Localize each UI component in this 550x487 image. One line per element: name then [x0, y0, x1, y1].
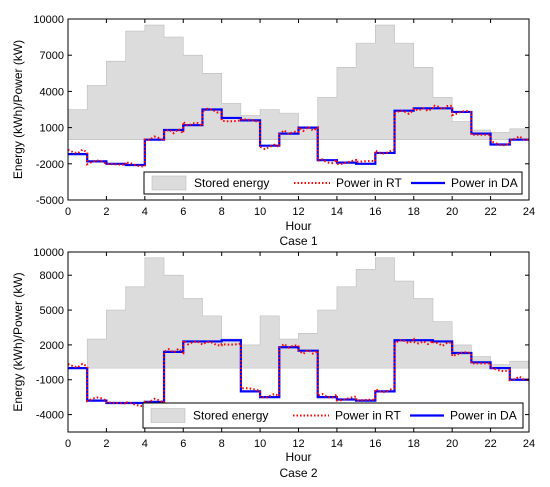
- x-tick-label: 6: [180, 438, 186, 450]
- legend: Stored energy Power in RT Power in DA: [143, 171, 523, 195]
- y-tick-label: -2000: [36, 159, 64, 171]
- legend-swatch-stored: [150, 408, 186, 423]
- stored-energy-area: [67, 24, 530, 140]
- y-tick-label: -4000: [36, 410, 64, 422]
- legend-box: [142, 402, 524, 429]
- y-tick-label: 2000: [40, 340, 64, 352]
- case-caption: Case 2: [279, 466, 317, 480]
- chart-panel-1: 0 2 4 6 8 10 12 14 16 18 20 22 24-5000-2000100040007…: [11, 14, 535, 248]
- case-caption: Case 1: [279, 234, 317, 248]
- y-tick-label: 4000: [40, 86, 64, 98]
- x-tick-label: 24: [523, 438, 535, 450]
- x-tick-label: 10: [254, 438, 266, 450]
- x-tick-label: 8: [219, 206, 225, 218]
- x-tick-label: 24: [523, 206, 535, 218]
- x-tick-label: 22: [484, 438, 496, 450]
- y-tick-label: 7000: [40, 50, 64, 62]
- legend-swatch-stored: [151, 175, 187, 191]
- power-rt-line: [67, 337, 530, 408]
- x-tick-label: 18: [408, 438, 420, 450]
- legend-label-stored: Stored energy: [193, 409, 268, 423]
- y-tick-label: 1000: [40, 123, 64, 135]
- y-tick-label: -1000: [36, 375, 64, 387]
- x-axis-label: Hour: [285, 450, 311, 464]
- legend-label-rt: Power in RT: [336, 176, 402, 190]
- x-tick-label: 14: [331, 438, 343, 450]
- x-tick-label: 16: [369, 438, 381, 450]
- x-tick-label: 2: [103, 438, 109, 450]
- y-axis-label: Energy (kWh)/Power (kW): [11, 272, 25, 411]
- y-tick-label: 10000: [33, 14, 64, 26]
- x-tick-label: 12: [292, 206, 304, 218]
- legend-label-rt: Power in RT: [335, 409, 401, 423]
- x-axis-label: Hour: [285, 219, 311, 233]
- y-tick-label: -5000: [36, 195, 64, 207]
- x-tick-label: 22: [484, 206, 496, 218]
- y-tick-label: 10000: [33, 247, 64, 259]
- legend-box: [143, 171, 523, 195]
- x-tick-label: 4: [142, 206, 148, 218]
- x-tick-label: 0: [65, 206, 71, 218]
- x-tick-label: 6: [180, 206, 186, 218]
- x-tick-label: 0: [65, 438, 71, 450]
- x-tick-label: 16: [369, 206, 381, 218]
- x-tick-label: 20: [446, 438, 458, 450]
- legend-label-da: Power in DA: [450, 409, 517, 423]
- legend-label-da: Power in DA: [451, 176, 518, 190]
- x-tick-label: 18: [408, 206, 420, 218]
- x-tick-label: 14: [331, 206, 343, 218]
- x-tick-label: 4: [142, 438, 148, 450]
- x-tick-label: 20: [446, 206, 458, 218]
- x-tick-label: 10: [254, 206, 266, 218]
- x-tick-label: 2: [103, 206, 109, 218]
- x-tick-label: 8: [219, 438, 225, 450]
- y-tick-label: 5000: [40, 305, 64, 317]
- legend: Stored energy Power in RT Power in DA: [142, 402, 524, 429]
- y-tick-label: 8000: [40, 270, 64, 282]
- chart-panel-2: 0 2 4 6 8 10 12 14 16 18 20 22 24-4000-1000200050008…: [11, 247, 535, 480]
- legend-label-stored: Stored energy: [194, 176, 269, 190]
- power-da-line: [68, 107, 529, 167]
- y-axis-label: Energy (kWh)/Power (kW): [11, 40, 25, 179]
- x-tick-label: 12: [292, 438, 304, 450]
